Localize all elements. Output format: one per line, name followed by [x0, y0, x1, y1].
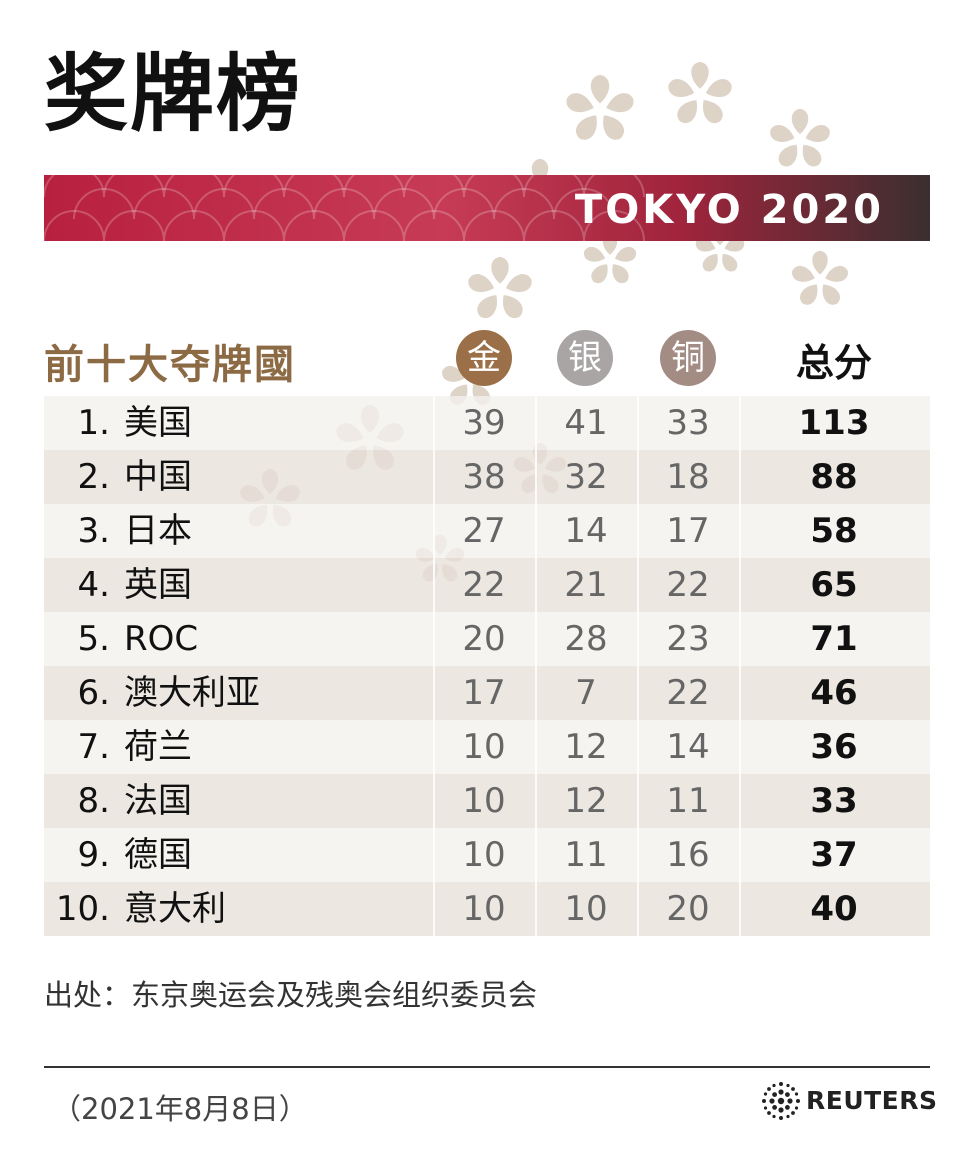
total-count: 33 [810, 781, 858, 821]
country-name: ROC [124, 619, 199, 659]
country-name: 荷兰 [124, 727, 192, 767]
bronze-count: 16 [666, 835, 710, 875]
rank-label: 7. [77, 727, 110, 767]
country-cell: 5. ROC [44, 612, 424, 666]
rank-label: 4. [77, 565, 110, 605]
country-name: 日本 [124, 511, 192, 551]
total-count: 71 [810, 619, 858, 659]
gold-count: 27 [462, 511, 506, 551]
total-count: 37 [810, 835, 858, 875]
country-name: 中国 [124, 457, 192, 497]
rank-label: 2. [77, 457, 110, 497]
silver-count: 12 [564, 727, 608, 767]
silver-count: 11 [564, 835, 608, 875]
bronze-count: 22 [666, 673, 710, 713]
table-row: 9. 德国 10 11 16 37 [44, 828, 930, 882]
silver-count: 41 [564, 403, 608, 443]
gold-count: 10 [462, 781, 506, 821]
bronze-medal-header: 铜 [660, 330, 716, 386]
column-divider [433, 396, 435, 936]
total-count: 113 [798, 403, 870, 443]
rank-label: 10. [55, 889, 110, 929]
total-count: 46 [810, 673, 858, 713]
silver-count: 7 [575, 673, 597, 713]
table-row: 8. 法国 10 12 11 33 [44, 774, 930, 828]
reuters-brand: REUTERS [806, 1086, 938, 1115]
table-row: 3. 日本 27 14 17 58 [44, 504, 930, 558]
total-count: 36 [810, 727, 858, 767]
country-cell: 1. 美国 [44, 396, 424, 450]
column-divider [637, 396, 639, 936]
table-row: 1. 美国 39 41 33 113 [44, 396, 930, 450]
source-note: 出处：东京奥运会及残奥会组织委员会 [44, 978, 538, 1012]
table-row: 7. 荷兰 10 12 14 36 [44, 720, 930, 774]
gold-medal-header: 金 [456, 330, 512, 386]
page-title: 奖牌榜 [44, 45, 303, 143]
medal-table: 1. 美国 39 41 33 113 2. 中国 38 32 18 88 3. 日本 27 14 17 58 4. 英… [44, 396, 930, 936]
bronze-count: 17 [666, 511, 710, 551]
gold-count: 10 [462, 889, 506, 929]
country-cell: 4. 英国 [44, 558, 424, 612]
wave-pattern [44, 175, 645, 241]
silver-count: 10 [564, 889, 608, 929]
rank-label: 1. [77, 403, 110, 443]
country-cell: 2. 中国 [44, 450, 424, 504]
silver-count: 21 [564, 565, 608, 605]
table-subtitle: 前十大夺牌國 [44, 342, 296, 388]
rank-label: 9. [77, 835, 110, 875]
country-cell: 7. 荷兰 [44, 720, 424, 774]
country-cell: 10. 意大利 [44, 882, 424, 936]
bronze-count: 18 [666, 457, 710, 497]
silver-count: 28 [564, 619, 608, 659]
reuters-dot-logo-icon [762, 1082, 800, 1120]
total-count: 40 [810, 889, 858, 929]
table-row: 10. 意大利 10 10 20 40 [44, 882, 930, 936]
country-cell: 8. 法国 [44, 774, 424, 828]
table-row: 4. 英国 22 21 22 65 [44, 558, 930, 612]
banner-label: TOKYO 2020 [574, 187, 884, 233]
table-row: 5. ROC 20 28 23 71 [44, 612, 930, 666]
table-row: 2. 中国 38 32 18 88 [44, 450, 930, 504]
total-count: 88 [810, 457, 858, 497]
rank-label: 3. [77, 511, 110, 551]
rank-label: 6. [77, 673, 110, 713]
bronze-count: 23 [666, 619, 710, 659]
footer-divider [44, 1066, 930, 1068]
bronze-count: 14 [666, 727, 710, 767]
total-header: 总分 [795, 341, 872, 385]
silver-count: 32 [564, 457, 608, 497]
date-note: （2021年8月8日） [52, 1092, 308, 1126]
country-name: 法国 [124, 781, 192, 821]
rank-label: 5. [77, 619, 110, 659]
gold-count: 20 [462, 619, 506, 659]
bronze-count: 33 [666, 403, 710, 443]
silver-count: 14 [564, 511, 608, 551]
bronze-count: 11 [666, 781, 710, 821]
rank-label: 8. [77, 781, 110, 821]
column-divider [535, 396, 537, 936]
gold-count: 10 [462, 727, 506, 767]
silver-medal-header: 银 [557, 330, 613, 386]
country-cell: 9. 德国 [44, 828, 424, 882]
country-name: 澳大利亚 [124, 673, 260, 713]
tokyo-banner: TOKYO 2020 [44, 175, 930, 241]
country-name: 德国 [124, 835, 192, 875]
country-name: 英国 [124, 565, 192, 605]
column-divider [739, 396, 741, 936]
gold-count: 10 [462, 835, 506, 875]
country-name: 美国 [124, 403, 192, 443]
table-row: 6. 澳大利亚 17 7 22 46 [44, 666, 930, 720]
total-count: 65 [810, 565, 858, 605]
gold-count: 38 [462, 457, 506, 497]
country-cell: 3. 日本 [44, 504, 424, 558]
silver-count: 12 [564, 781, 608, 821]
total-count: 58 [810, 511, 858, 551]
country-name: 意大利 [124, 889, 226, 929]
gold-count: 22 [462, 565, 506, 605]
bronze-count: 22 [666, 565, 710, 605]
bronze-count: 20 [666, 889, 710, 929]
gold-count: 39 [462, 403, 506, 443]
country-cell: 6. 澳大利亚 [44, 666, 424, 720]
gold-count: 17 [462, 673, 506, 713]
